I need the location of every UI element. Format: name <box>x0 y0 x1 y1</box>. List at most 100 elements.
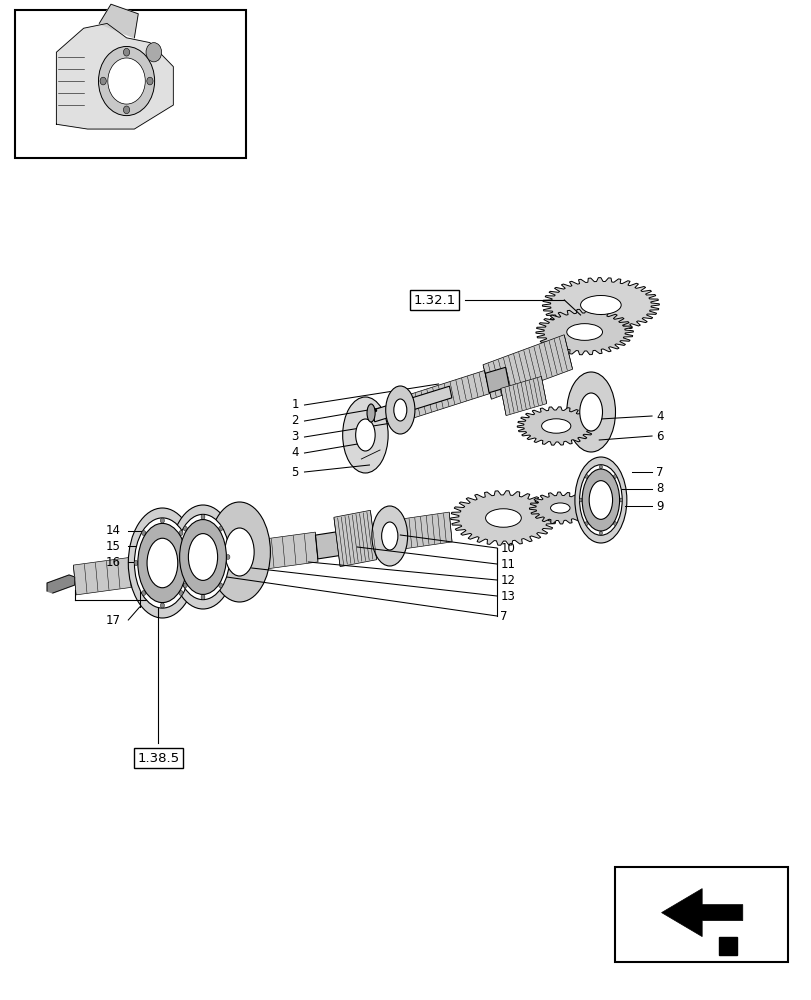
Ellipse shape <box>147 538 178 588</box>
Polygon shape <box>483 335 572 399</box>
Circle shape <box>218 526 222 531</box>
Text: 5: 5 <box>291 466 298 479</box>
Polygon shape <box>47 575 75 593</box>
Circle shape <box>142 590 146 595</box>
Circle shape <box>100 77 106 85</box>
Text: 14: 14 <box>105 524 120 538</box>
Circle shape <box>218 583 222 588</box>
Ellipse shape <box>371 506 407 566</box>
Ellipse shape <box>176 514 230 600</box>
Text: 10: 10 <box>500 542 514 554</box>
Circle shape <box>619 498 622 502</box>
Circle shape <box>599 465 602 469</box>
Circle shape <box>599 531 602 535</box>
Circle shape <box>187 560 191 566</box>
Polygon shape <box>535 309 633 355</box>
Text: 12: 12 <box>500 574 514 586</box>
Circle shape <box>183 526 187 531</box>
Circle shape <box>98 46 154 116</box>
Text: 2: 2 <box>291 414 298 428</box>
Polygon shape <box>56 23 173 129</box>
Circle shape <box>585 475 587 479</box>
Text: 1.38.5: 1.38.5 <box>137 752 179 764</box>
Ellipse shape <box>367 404 375 422</box>
Ellipse shape <box>566 372 615 452</box>
Text: 6: 6 <box>655 430 663 442</box>
Ellipse shape <box>581 469 619 531</box>
Circle shape <box>146 43 161 62</box>
Ellipse shape <box>485 509 521 527</box>
Circle shape <box>123 106 130 114</box>
Ellipse shape <box>135 518 190 608</box>
Ellipse shape <box>579 393 602 431</box>
Polygon shape <box>450 491 556 545</box>
Circle shape <box>585 521 587 525</box>
Circle shape <box>160 518 165 523</box>
Ellipse shape <box>393 399 406 421</box>
Ellipse shape <box>342 397 388 473</box>
Circle shape <box>201 515 204 519</box>
Text: 11: 11 <box>500 558 514 570</box>
Text: 13: 13 <box>500 589 514 602</box>
Circle shape <box>134 560 138 566</box>
Bar <box>15 10 246 158</box>
Circle shape <box>123 48 130 56</box>
Circle shape <box>108 58 145 104</box>
Circle shape <box>176 555 180 559</box>
Circle shape <box>142 531 146 536</box>
Circle shape <box>613 475 616 479</box>
Ellipse shape <box>170 505 235 609</box>
Ellipse shape <box>179 520 226 594</box>
Text: 4: 4 <box>291 446 298 460</box>
Polygon shape <box>73 532 318 595</box>
Ellipse shape <box>138 523 187 603</box>
Polygon shape <box>661 889 742 937</box>
Polygon shape <box>315 525 382 559</box>
Ellipse shape <box>188 534 217 580</box>
Ellipse shape <box>579 465 621 535</box>
Ellipse shape <box>385 386 414 434</box>
Polygon shape <box>99 4 138 38</box>
Circle shape <box>201 595 204 599</box>
Circle shape <box>225 555 230 559</box>
Ellipse shape <box>355 419 375 451</box>
Polygon shape <box>485 367 508 393</box>
Text: 1.32.1: 1.32.1 <box>413 294 455 306</box>
Polygon shape <box>542 278 659 332</box>
Circle shape <box>160 603 165 608</box>
Polygon shape <box>403 370 489 420</box>
Circle shape <box>613 521 616 525</box>
Bar <box>718 937 736 955</box>
Ellipse shape <box>381 522 397 550</box>
Ellipse shape <box>128 508 196 618</box>
Ellipse shape <box>589 481 611 519</box>
Text: 17: 17 <box>105 613 120 626</box>
Ellipse shape <box>550 503 569 513</box>
Polygon shape <box>529 492 590 524</box>
Bar <box>615 867 787 962</box>
Ellipse shape <box>580 296 620 314</box>
Polygon shape <box>372 386 451 422</box>
Ellipse shape <box>208 502 270 602</box>
Ellipse shape <box>574 457 626 543</box>
Text: 3: 3 <box>291 430 298 444</box>
Polygon shape <box>500 376 546 416</box>
Text: 1: 1 <box>291 398 298 412</box>
Circle shape <box>178 531 182 536</box>
Text: 7: 7 <box>655 466 663 479</box>
Ellipse shape <box>541 419 570 433</box>
Text: 15: 15 <box>105 540 120 552</box>
Circle shape <box>578 498 581 502</box>
Text: 4: 4 <box>655 410 663 422</box>
Circle shape <box>178 590 182 595</box>
Circle shape <box>147 77 152 85</box>
Polygon shape <box>517 407 594 445</box>
Text: 8: 8 <box>655 483 663 495</box>
Polygon shape <box>333 510 376 567</box>
Ellipse shape <box>566 324 602 340</box>
Ellipse shape <box>225 528 254 576</box>
Text: 16: 16 <box>105 556 120 568</box>
Text: 7: 7 <box>500 609 507 622</box>
Polygon shape <box>380 512 452 552</box>
Circle shape <box>183 583 187 588</box>
